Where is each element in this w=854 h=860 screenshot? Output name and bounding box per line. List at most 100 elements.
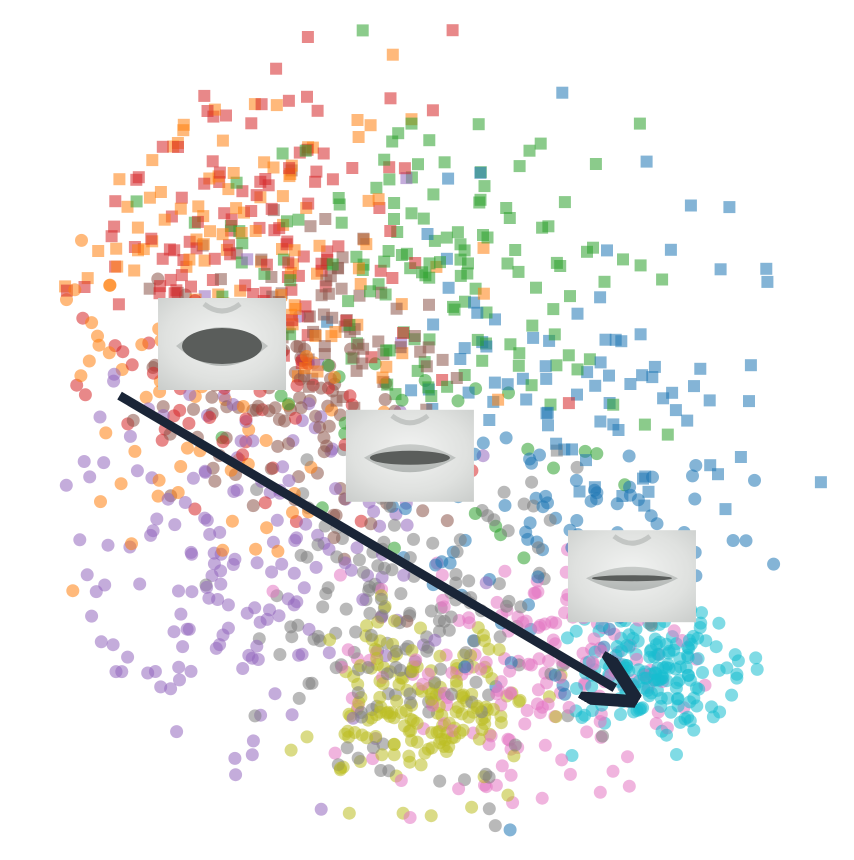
- square-point: [304, 220, 317, 233]
- square-point: [143, 282, 156, 295]
- circle-point: [693, 621, 707, 634]
- circle-point: [282, 474, 296, 488]
- circle-point: [543, 513, 557, 527]
- square-point: [398, 162, 411, 175]
- square-point: [547, 303, 560, 316]
- circle-point: [497, 485, 511, 499]
- square-point: [601, 244, 613, 257]
- circle-point: [125, 537, 138, 551]
- square-point: [112, 298, 125, 311]
- circle-point: [80, 568, 94, 582]
- square-point: [509, 244, 522, 256]
- square-point: [311, 104, 324, 117]
- circle-point: [449, 568, 463, 581]
- circle-point: [562, 700, 576, 714]
- circle-point: [245, 651, 259, 665]
- circle-point: [595, 619, 609, 633]
- square-point: [542, 419, 554, 432]
- circle-point: [322, 419, 336, 433]
- square-point: [656, 273, 669, 286]
- circle-point: [103, 278, 117, 292]
- circle-point: [548, 668, 562, 682]
- circle-point: [300, 350, 313, 363]
- circle-point: [268, 687, 282, 701]
- square-point: [216, 134, 229, 147]
- square-point: [594, 356, 607, 369]
- square-point: [438, 156, 451, 169]
- circle-point: [541, 697, 555, 711]
- circle-point: [403, 606, 417, 620]
- circle-point: [587, 632, 601, 646]
- circle-point: [271, 439, 285, 453]
- circle-point: [382, 764, 396, 778]
- mouth-neutral-inset: [345, 409, 474, 502]
- circle-point: [547, 461, 560, 475]
- square-point: [615, 335, 628, 348]
- square-point: [761, 275, 774, 288]
- square-point: [477, 241, 490, 254]
- square-point: [573, 485, 586, 498]
- square-point: [198, 177, 211, 190]
- square-point: [640, 155, 653, 168]
- circle-point: [167, 625, 181, 639]
- circle-point: [171, 486, 185, 499]
- square-point: [603, 369, 615, 382]
- square-point: [270, 62, 283, 75]
- square-point: [372, 193, 385, 206]
- circle-point: [435, 568, 449, 582]
- inset-mouth-opening: [182, 328, 263, 364]
- circle-point: [387, 518, 401, 532]
- circle-point: [176, 640, 190, 654]
- trajectory-arrow: [117, 391, 615, 688]
- circle-point: [619, 659, 633, 672]
- circle-point: [514, 600, 528, 614]
- square-point: [488, 376, 501, 389]
- circle-point: [323, 633, 337, 647]
- inset-nose-shadow: [390, 413, 430, 426]
- circle-point: [259, 434, 273, 447]
- square-point: [594, 291, 607, 304]
- circle-point: [421, 667, 435, 681]
- circle-point: [285, 630, 299, 644]
- circle-point: [425, 687, 439, 701]
- circle-point: [340, 741, 354, 755]
- circle-point: [560, 631, 574, 645]
- circle-point: [456, 723, 470, 737]
- square-point: [512, 265, 525, 278]
- square-point: [583, 353, 596, 366]
- circle-point: [352, 696, 366, 710]
- circle-point: [330, 550, 344, 564]
- circle-point: [314, 802, 328, 816]
- circle-point: [670, 748, 683, 761]
- circle-point: [239, 412, 253, 426]
- square-point: [636, 369, 649, 382]
- inset-nose-shadow: [612, 534, 652, 546]
- square-point: [191, 215, 204, 228]
- circle-point: [622, 779, 636, 793]
- square-point: [311, 267, 323, 280]
- circle-point: [459, 646, 473, 660]
- circle-point: [644, 509, 658, 523]
- circle-point: [720, 661, 734, 675]
- square-point: [130, 173, 143, 186]
- circle-point: [516, 616, 530, 629]
- circle-point: [486, 702, 500, 716]
- circle-point: [713, 705, 727, 719]
- circle-point: [258, 496, 272, 510]
- circle-point: [642, 689, 656, 703]
- circle-point: [107, 374, 121, 388]
- square-point: [105, 230, 118, 243]
- square-point: [299, 144, 312, 157]
- circle-point: [667, 624, 681, 638]
- square-point: [192, 200, 205, 213]
- square-point: [309, 175, 322, 188]
- square-point: [734, 451, 747, 463]
- square-point: [379, 288, 392, 301]
- square-point: [589, 379, 602, 392]
- circle-point: [730, 667, 744, 681]
- circle-point: [168, 518, 182, 532]
- circle-point: [174, 460, 188, 473]
- square-point: [423, 257, 436, 270]
- square-point: [270, 99, 283, 112]
- circle-point: [490, 687, 504, 701]
